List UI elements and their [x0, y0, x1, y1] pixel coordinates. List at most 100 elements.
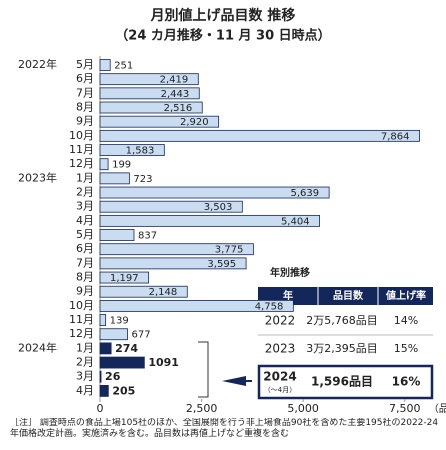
year-label: 2023年 — [18, 170, 57, 184]
table-header-cell: 年 — [283, 289, 293, 302]
x-tick-label: 0 — [97, 402, 104, 415]
y-tick-label: 1月 — [76, 341, 94, 354]
bar — [99, 144, 165, 156]
y-tick-label: 5月 — [76, 228, 94, 241]
x-tick-label: 5,000 — [287, 402, 319, 415]
y-tick-label: 6月 — [76, 242, 94, 255]
bar — [99, 158, 109, 171]
y-tick-label: 1月 — [76, 171, 94, 184]
y-tick-label: 5月 — [76, 58, 94, 71]
y-tick-label: 10月 — [69, 299, 94, 312]
bar — [99, 87, 200, 100]
bar — [99, 285, 188, 298]
table-cell: （～4月） — [264, 386, 296, 394]
value-label: 251 — [114, 61, 133, 72]
bar — [99, 186, 330, 199]
table-title: 年別推移 — [270, 266, 310, 279]
note-box: ［注］ 調査時点の食品上場105社のほか、全国展開を行う非上場食品90社を含めた… — [10, 418, 439, 439]
y-tick-label: 7月 — [76, 86, 94, 99]
bar — [99, 101, 203, 114]
bar — [99, 314, 107, 326]
value-label: 2,516 — [164, 103, 193, 114]
value-label: 2,443 — [161, 89, 190, 100]
y-tick-label: 3月 — [76, 200, 94, 213]
y-tick-label: 10月 — [69, 129, 94, 142]
value-label: 3,775 — [215, 245, 244, 256]
table-cell: 3万2,395品目 — [306, 342, 378, 355]
highlight-box — [257, 364, 434, 400]
table-cell: 1,596品目 — [311, 375, 373, 389]
value-label: 5,639 — [290, 188, 319, 199]
year-label: 2024年 — [18, 340, 57, 354]
y-tick-label: 4月 — [76, 214, 94, 227]
y-tick-label: 6月 — [76, 72, 94, 85]
table-cell: 2024 — [263, 370, 296, 384]
bar — [99, 243, 254, 256]
y-tick-label: 8月 — [76, 101, 94, 114]
y-tick-label: 12月 — [69, 157, 94, 170]
value-label: 2,148 — [149, 287, 178, 298]
x-tick-label: 2,500 — [186, 402, 218, 415]
value-label: 1,583 — [126, 146, 155, 157]
y-tick-label: 7月 — [76, 256, 94, 269]
value-label: 2,920 — [180, 117, 209, 128]
bar — [99, 73, 199, 86]
value-label: 2,419 — [160, 75, 189, 86]
value-label: 1091 — [148, 356, 179, 369]
value-label: 4,758 — [255, 301, 284, 312]
value-label: 723 — [133, 174, 152, 185]
bar — [99, 370, 102, 383]
y-tick-label: 2月 — [76, 356, 94, 369]
table-cell: 2023 — [265, 342, 296, 356]
note: ［注］ 調査時点の食品上場105社のほか、全国展開を行う非上場食品90社を含めた… — [10, 418, 439, 439]
table-cell: 2022 — [265, 314, 296, 328]
y-tick-label: 9月 — [76, 285, 94, 298]
chart-subtitle: （24 カ月推移・11 月 30 日時点） — [115, 28, 330, 44]
bar — [99, 257, 247, 270]
bar — [99, 129, 420, 142]
y-tick-label: 2月 — [76, 186, 94, 199]
bar — [99, 115, 220, 128]
bar — [99, 385, 109, 397]
value-label: 677 — [132, 330, 151, 341]
value-label: 1,197 — [110, 273, 139, 284]
value-label: 26 — [105, 370, 121, 383]
bar — [99, 229, 135, 241]
table-cell: 2万5,768品目 — [306, 314, 378, 327]
bar — [99, 200, 243, 213]
year-label: 2022年 — [18, 57, 57, 71]
bar — [99, 328, 128, 341]
y-tick-label: 4月 — [76, 384, 94, 397]
bar — [99, 342, 112, 355]
bar — [99, 59, 111, 71]
x-tick-label: 7,500 — [389, 402, 421, 415]
value-label: 205 — [112, 384, 135, 397]
bar — [99, 214, 320, 227]
table-header-cell: 品目数 — [333, 289, 364, 302]
table-header — [258, 287, 433, 305]
x-unit: （品目） — [429, 403, 446, 415]
y-tick-label: 3月 — [76, 370, 94, 383]
value-label: 274 — [115, 342, 138, 355]
table-cell: 14% — [394, 314, 418, 327]
value-label: 199 — [112, 160, 131, 171]
value-label: 7,864 — [381, 131, 410, 142]
y-tick-label: 9月 — [76, 115, 94, 128]
value-label: 837 — [138, 231, 157, 242]
value-label: 3,503 — [204, 202, 233, 213]
table-cell: 16% — [392, 375, 421, 389]
table-header-cell: 値上げ率 — [385, 289, 426, 302]
bracket — [198, 341, 209, 398]
value-label: 139 — [110, 316, 129, 327]
bar — [99, 271, 150, 284]
bar — [99, 172, 130, 185]
bar — [99, 356, 145, 369]
y-tick-label: 12月 — [69, 327, 94, 340]
y-tick-label: 11月 — [69, 143, 94, 156]
y-tick-label: 8月 — [76, 271, 94, 284]
chart-title: 月別値上げ品目数 推移 — [150, 7, 296, 24]
value-label: 5,404 — [281, 216, 310, 227]
y-tick-label: 11月 — [69, 313, 94, 326]
table-cell: 15% — [394, 342, 418, 355]
